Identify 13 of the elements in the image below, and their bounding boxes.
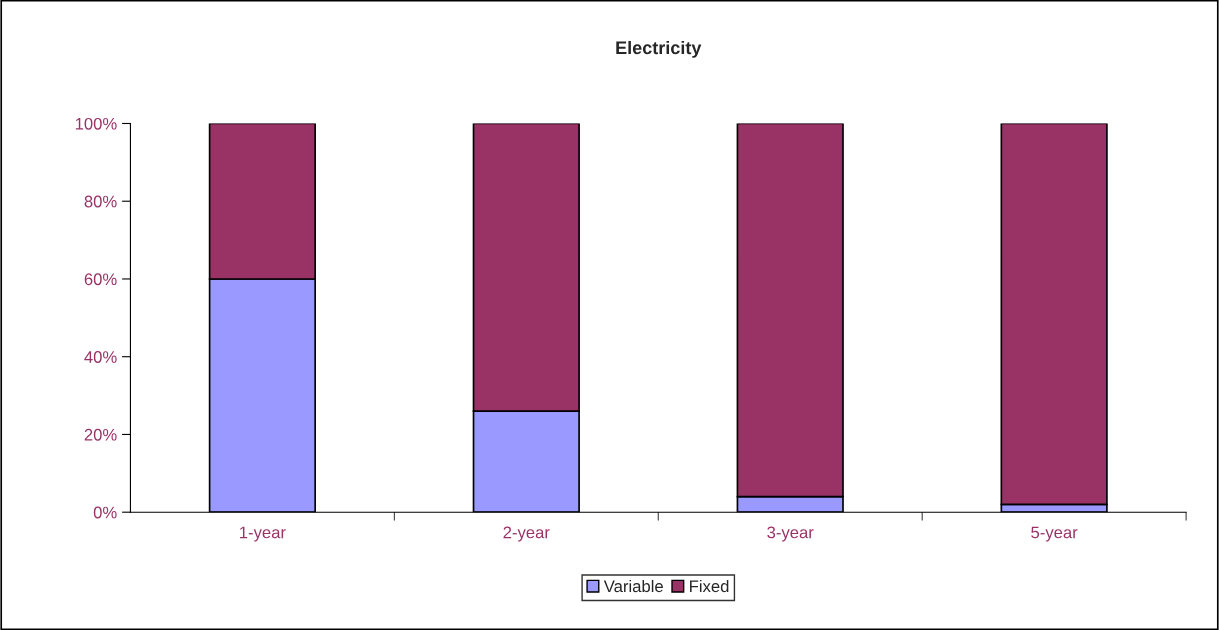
y-tick-label: 0% [93, 506, 117, 519]
chart-title: Electricity [616, 40, 702, 58]
legend-label: Fixed [690, 579, 729, 593]
y-tick-label: 100% [75, 117, 117, 130]
y-tick-label: 60% [84, 273, 117, 286]
x-tick-label: 5-year [1031, 526, 1078, 542]
y-tick-label: 40% [84, 351, 117, 363]
y-tick-label: 80% [84, 195, 117, 208]
y-tick-label: 20% [84, 428, 117, 441]
x-tick-label: 2-year [503, 526, 550, 542]
legend-label: Variable [603, 579, 663, 593]
x-tick-label: 1-year [240, 526, 286, 542]
x-tick-label: 3-year [767, 526, 814, 542]
